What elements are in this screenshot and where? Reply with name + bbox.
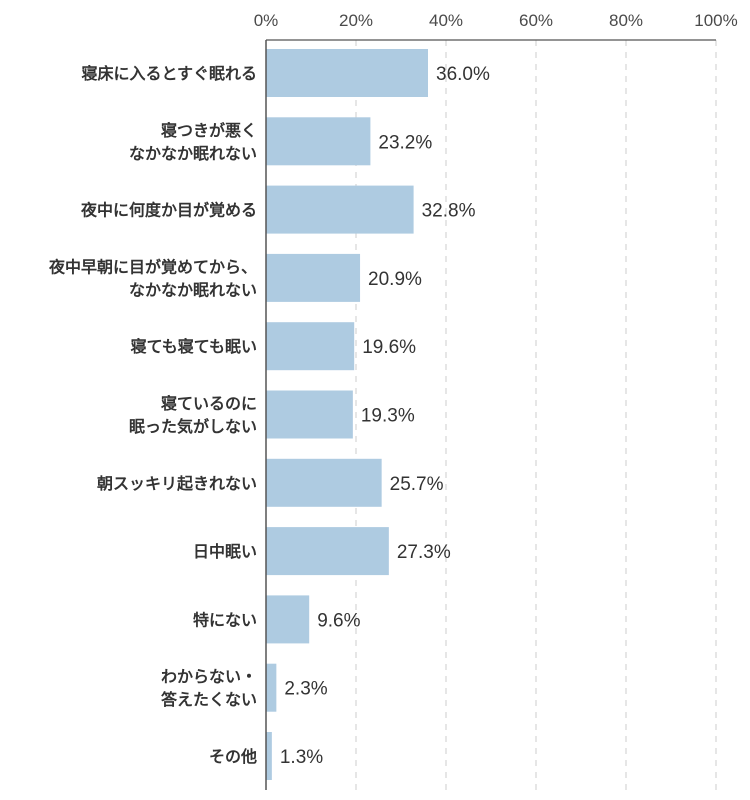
bar <box>266 49 428 97</box>
category-label: わからない・ <box>161 667 257 686</box>
bar <box>266 185 414 234</box>
category-label: 寝つきが悪く <box>161 121 257 140</box>
category-label: 夜中に何度か目が覚める <box>80 201 257 220</box>
bar <box>266 595 310 644</box>
category-label: 寝ているのに <box>161 394 257 413</box>
bar <box>266 117 371 166</box>
value-label: 19.3% <box>361 406 415 427</box>
bar <box>266 322 355 371</box>
category-label: 日中眠い <box>193 542 257 561</box>
value-label: 1.3% <box>280 747 323 768</box>
value-label: 2.3% <box>284 679 327 700</box>
category-label: 答えたくない <box>161 690 257 709</box>
category-label: 特にない <box>193 610 257 629</box>
x-tick-label: 0% <box>254 11 279 30</box>
category-label: その他 <box>209 747 257 766</box>
bar <box>266 663 277 712</box>
x-tick-label: 60% <box>519 11 553 30</box>
bar <box>266 390 353 439</box>
category-label: 夜中早朝に目が覚めてから、 <box>48 257 257 276</box>
value-label: 27.3% <box>397 542 451 563</box>
bar <box>266 732 272 780</box>
x-tick-label: 20% <box>339 11 373 30</box>
category-label: 寝ても寝ても眠い <box>131 337 257 356</box>
bar <box>266 527 389 576</box>
value-label: 32.8% <box>422 201 476 222</box>
value-label: 23.2% <box>378 132 432 153</box>
category-label: なかなか眠れない <box>129 144 257 163</box>
x-tick-label: 40% <box>429 11 463 30</box>
x-tick-label: 80% <box>609 11 643 30</box>
category-label: 朝スッキリ起きれない <box>97 474 257 493</box>
value-label: 20.9% <box>368 269 422 290</box>
category-label: 眠った気がしない <box>129 417 257 436</box>
value-label: 36.0% <box>436 64 490 85</box>
value-label: 9.6% <box>317 610 360 631</box>
x-tick-label: 100% <box>694 11 737 30</box>
category-label: 寝床に入るとすぐ眠れる <box>81 64 257 83</box>
bar <box>266 253 361 302</box>
value-label: 19.6% <box>362 337 416 358</box>
value-label: 25.7% <box>390 474 444 495</box>
category-label: なかなか眠れない <box>129 280 257 299</box>
bar <box>266 458 382 507</box>
